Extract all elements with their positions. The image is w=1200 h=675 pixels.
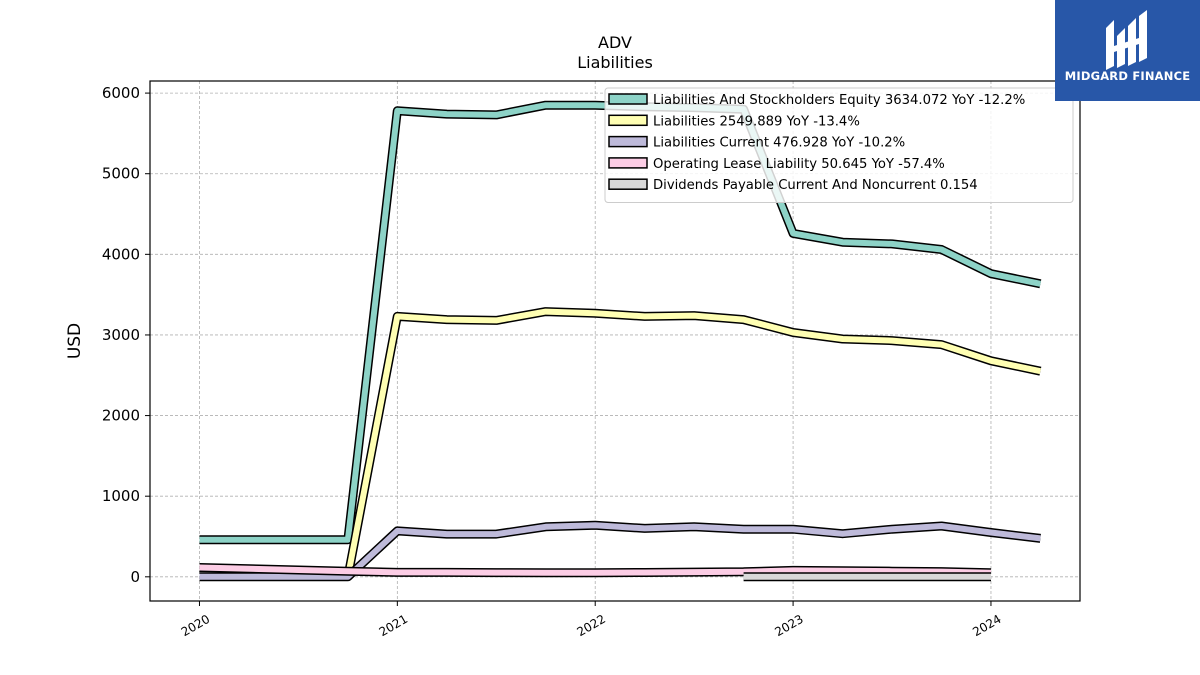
plot-frame — [149, 80, 1081, 602]
legend-box — [604, 87, 1074, 203]
x-tick-label: 2024 — [970, 612, 1003, 639]
legend-label: Liabilities 2549.889 YoY -13.4% — [653, 114, 860, 129]
series-line-3 — [199, 564, 992, 576]
y-tick-label: 6000 — [102, 84, 140, 102]
x-tick-label: 2020 — [179, 612, 212, 639]
y-tick-label: 2000 — [102, 407, 140, 425]
series-lines — [199, 100, 1042, 582]
brand-name: MIDGARD FINANCE — [1064, 69, 1191, 83]
legend-swatch — [608, 135, 648, 148]
y-tick-label: 1000 — [102, 487, 140, 505]
brand-logo: MIDGARD FINANCE — [1055, 0, 1200, 101]
legend-label: Dividends Payable Current And Noncurrent… — [653, 178, 978, 193]
legend-label: Liabilities And Stockholders Equity 3634… — [653, 93, 1025, 108]
legend-swatch — [608, 157, 648, 169]
legend-swatch — [608, 93, 648, 105]
series-line-2 — [199, 522, 1041, 580]
legend-swatch — [608, 178, 648, 190]
y-axis-label: USD — [65, 323, 85, 359]
legend-label: Operating Lease Liability 50.645 YoY -57… — [653, 157, 945, 172]
x-tick-label: 2021 — [377, 612, 410, 639]
y-tick-label: 3000 — [102, 326, 140, 344]
x-tick-label: 2023 — [772, 612, 805, 639]
legend: Liabilities And Stockholders Equity 3634… — [604, 87, 1074, 203]
legend-label: Liabilities Current 476.928 YoY -10.2% — [653, 136, 905, 151]
series-line-1 — [344, 308, 1042, 578]
y-tick-label: 4000 — [102, 245, 140, 263]
y-tick-label: 0 — [130, 568, 140, 586]
x-tick-label: 2022 — [574, 612, 607, 639]
legend-swatch — [608, 114, 648, 127]
chart-title: ADV — [598, 33, 632, 52]
logo-mark-icon — [1106, 10, 1147, 70]
y-tick-label: 5000 — [102, 165, 140, 183]
chart-subtitle: Liabilities — [577, 53, 653, 72]
